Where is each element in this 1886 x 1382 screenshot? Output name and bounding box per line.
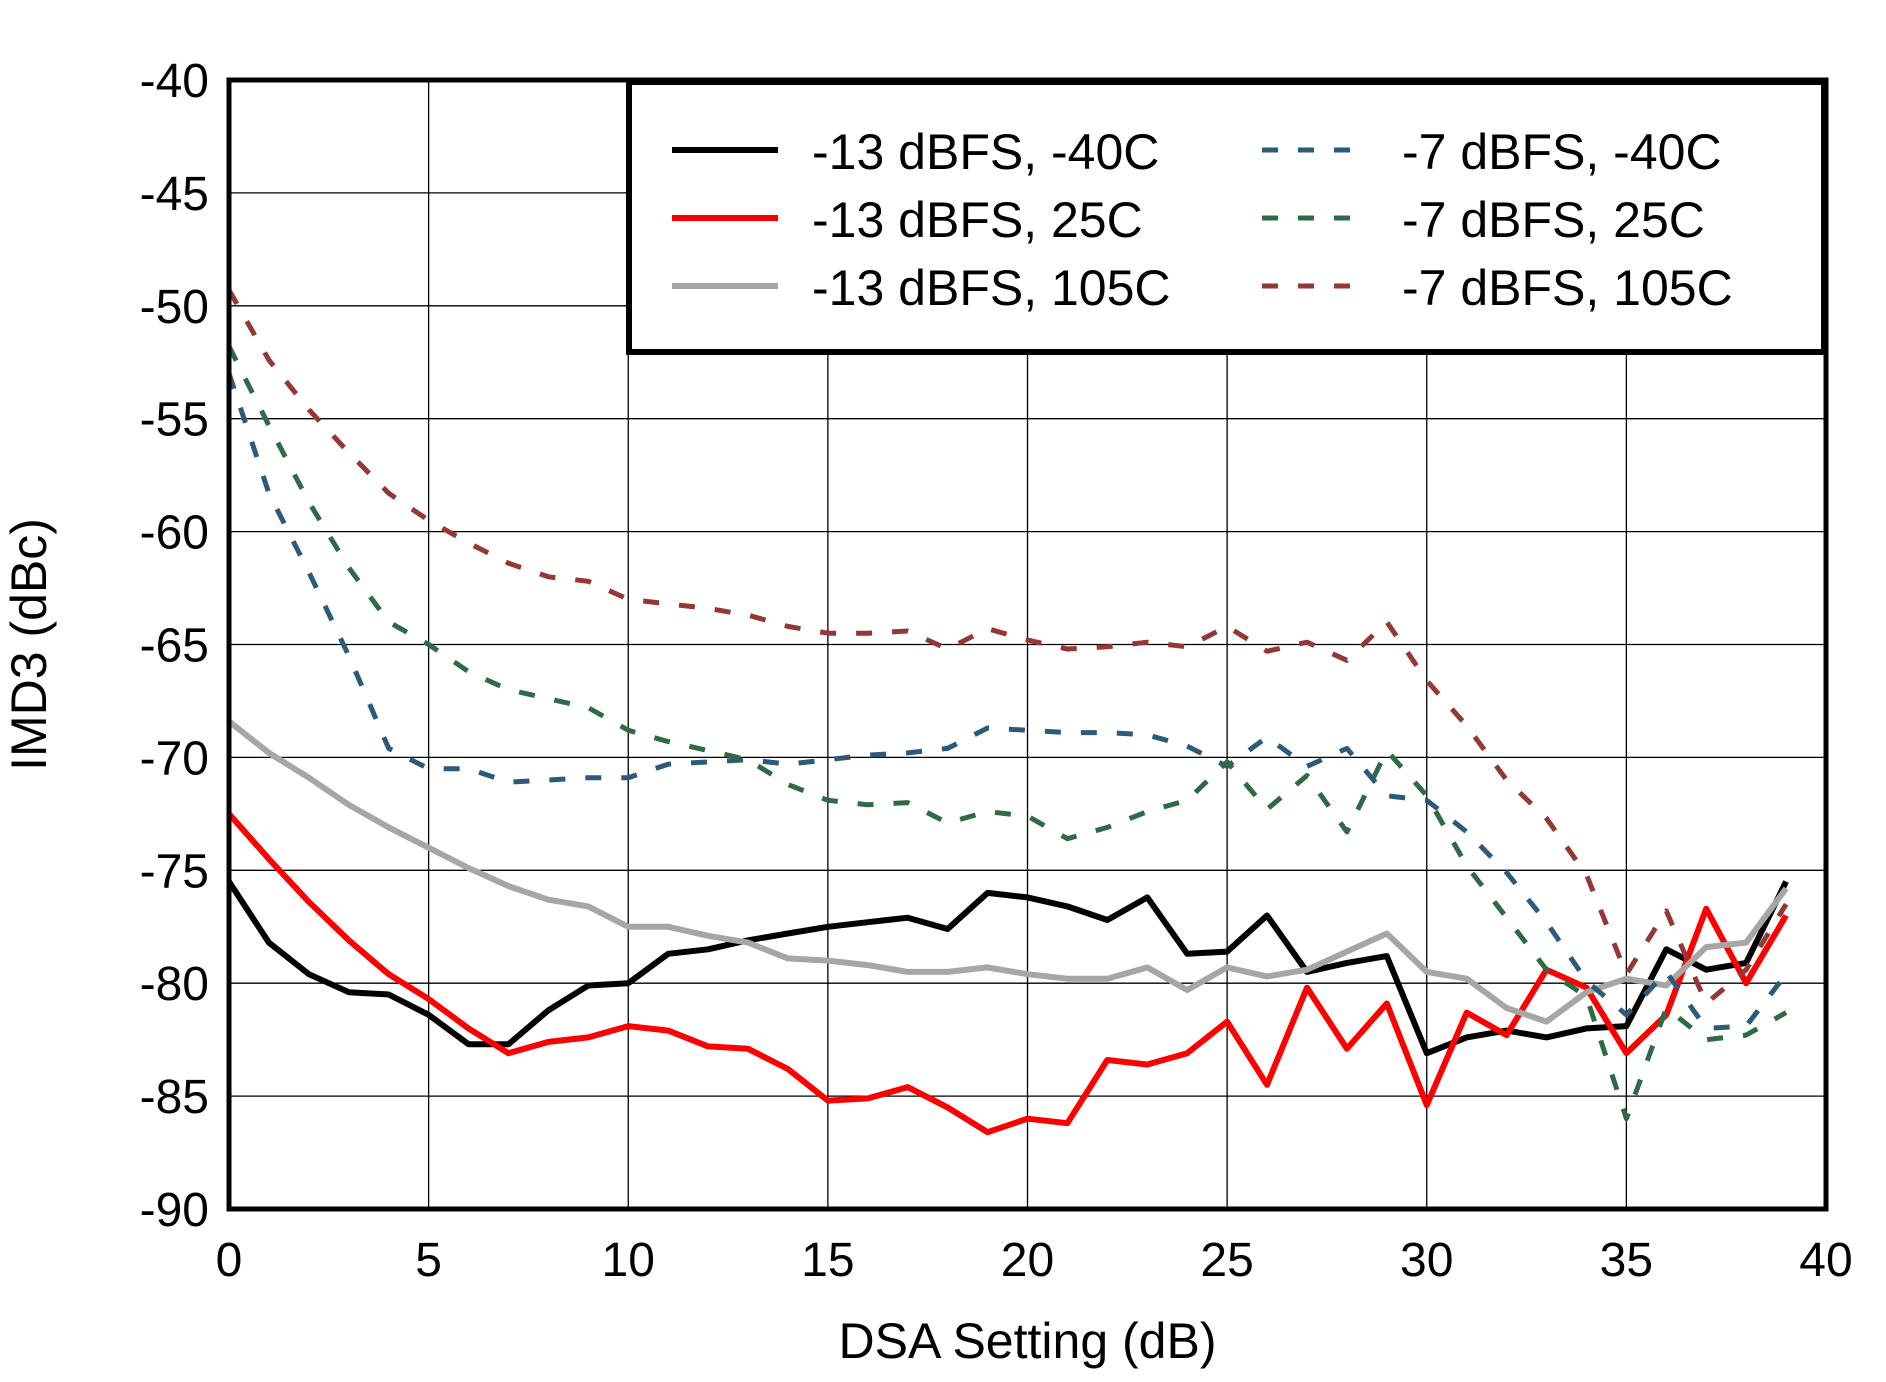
series-line-6 (226, 288, 1789, 1006)
x-tick-label: 15 (801, 1234, 854, 1287)
y-tick-label: -55 (140, 394, 209, 447)
y-tick-label: -60 (140, 507, 209, 560)
series-line-4 (226, 372, 1789, 1031)
y-tick-label: -45 (140, 168, 209, 221)
legend-label-5: -7 dBFS, 25C (1402, 192, 1705, 248)
legend: -13 dBFS, -40C -13 dBFS, 25C -13 dBFS, 105… (626, 79, 1827, 355)
y-tick-label: -90 (140, 1184, 209, 1237)
x-tick-label: 20 (1001, 1234, 1054, 1287)
series-line-5 (226, 345, 1788, 1122)
y-axis-label: IMD3 (dBc) (1, 518, 57, 771)
y-tick-label: -50 (140, 281, 209, 334)
y-tick-label: -70 (140, 732, 209, 785)
x-tick-labels: 0 5 10 15 20 25 30 35 40 (216, 1234, 1853, 1287)
x-tick-label: 0 (216, 1234, 243, 1287)
x-tick-label: 10 (602, 1234, 655, 1287)
x-tick-label: 40 (1799, 1234, 1852, 1287)
x-axis-label: DSA Setting (dB) (839, 1313, 1217, 1369)
y-tick-label: -85 (140, 1071, 209, 1124)
series-line-3 (227, 718, 1789, 1025)
series-line-2 (226, 811, 1789, 1136)
legend-box (626, 79, 1827, 355)
x-tick-label: 5 (415, 1234, 442, 1287)
series-lines (226, 288, 1789, 1136)
legend-label-2: -13 dBFS, 25C (812, 192, 1143, 248)
legend-label-1: -13 dBFS, -40C (812, 124, 1159, 180)
x-tick-label: 35 (1600, 1234, 1653, 1287)
legend-label-4: -7 dBFS, -40C (1402, 124, 1722, 180)
x-tick-label: 30 (1400, 1234, 1453, 1287)
y-tick-label: -40 (140, 55, 209, 108)
x-tick-label: 25 (1200, 1234, 1253, 1287)
y-tick-label: -65 (140, 620, 209, 673)
y-tick-label: -80 (140, 958, 209, 1011)
legend-label-3: -13 dBFS, 105C (812, 260, 1171, 316)
y-tick-labels: -40 -45 -50 -55 -60 -65 -70 -75 -80 -85 -90 (140, 55, 209, 1237)
y-tick-label: -75 (140, 845, 209, 898)
legend-label-6: -7 dBFS, 105C (1402, 260, 1733, 316)
